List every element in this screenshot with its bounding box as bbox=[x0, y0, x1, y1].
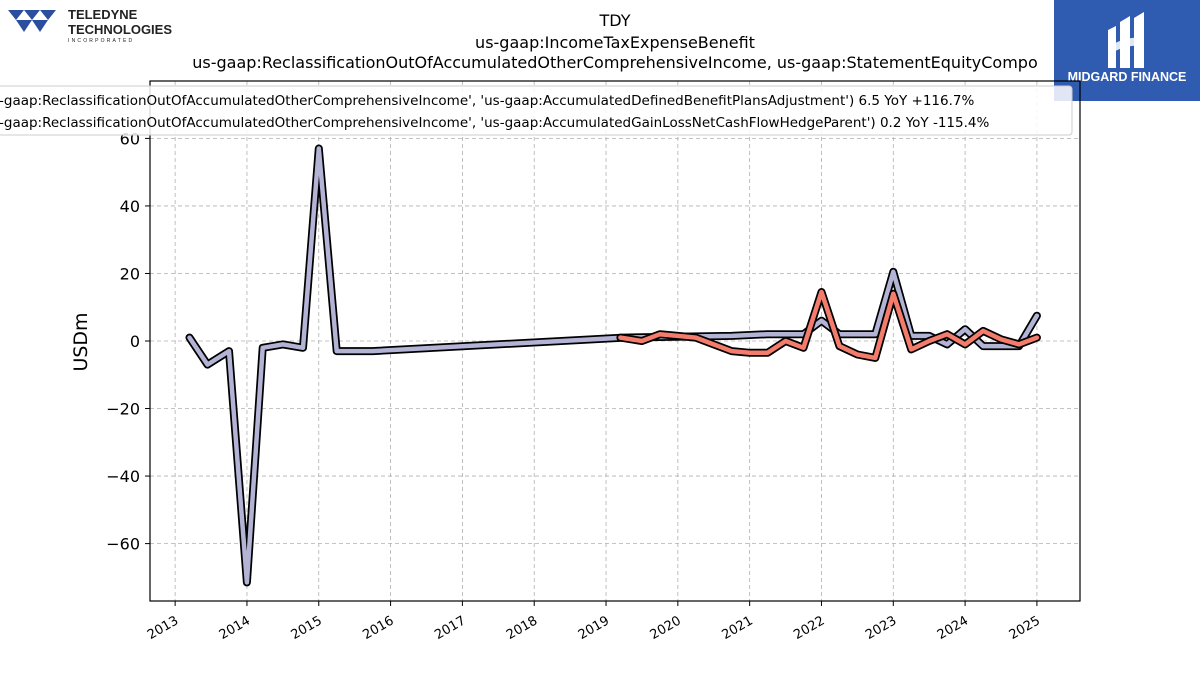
legend: -gaap:ReclassificationOutOfAccumulatedOt… bbox=[0, 85, 1073, 136]
teledyne-logo: TELEDYNE TECHNOLOGIES INCORPORATED bbox=[8, 7, 172, 44]
y-tick-label: −60 bbox=[106, 535, 140, 554]
y-axis-label: USDm bbox=[70, 312, 92, 371]
y-tick-label: −20 bbox=[106, 400, 140, 419]
midgard-mark-icon: MIDGARD FINANCE bbox=[1068, 12, 1187, 84]
x-tick-label: 2025 bbox=[1007, 613, 1043, 643]
series-2-line bbox=[618, 289, 1040, 361]
x-tick-label: 2021 bbox=[719, 613, 755, 643]
legend-box bbox=[0, 85, 1073, 136]
y-tick-label: 20 bbox=[120, 264, 140, 283]
legend-entry-1: -gaap:ReclassificationOutOfAccumulatedOt… bbox=[0, 93, 974, 109]
x-tick-label: 2015 bbox=[289, 613, 325, 643]
y-tick-label: −40 bbox=[106, 467, 140, 486]
series-lines bbox=[185, 144, 1041, 587]
series-1-outline bbox=[185, 144, 1041, 587]
teledyne-line2: TECHNOLOGIES bbox=[68, 22, 172, 37]
legend-entry-2: -gaap:ReclassificationOutOfAccumulatedOt… bbox=[0, 115, 989, 131]
chart-title-components: us-gaap:ReclassificationOutOfAccumulated… bbox=[192, 53, 1038, 72]
y-tick-label: 0 bbox=[130, 332, 140, 351]
x-tick-label: 2014 bbox=[217, 613, 253, 643]
chart-title-ticker: TDY bbox=[599, 11, 631, 30]
x-tick-label: 2023 bbox=[863, 613, 899, 643]
midgard-logo-text: MIDGARD FINANCE bbox=[1068, 70, 1187, 84]
x-tick-label: 2016 bbox=[360, 613, 396, 643]
y-tick-label: 40 bbox=[120, 197, 140, 216]
teledyne-line1: TELEDYNE bbox=[68, 7, 138, 22]
x-tick-label: 2013 bbox=[145, 613, 181, 643]
x-tick-label: 2018 bbox=[504, 613, 540, 643]
midgard-finance-logo: MIDGARD FINANCE bbox=[1054, 0, 1200, 101]
series-1-line bbox=[187, 146, 1040, 585]
x-tick-label: 2019 bbox=[576, 613, 612, 643]
series-2-outline bbox=[616, 288, 1041, 362]
teledyne-line3: INCORPORATED bbox=[68, 38, 134, 44]
x-tick-label: 2017 bbox=[432, 613, 468, 643]
chart-title-metric: us-gaap:IncomeTaxExpenseBenefit bbox=[475, 33, 755, 52]
teledyne-mark-icon bbox=[8, 10, 56, 32]
x-tick-label: 2022 bbox=[791, 613, 827, 643]
x-tick-label: 2020 bbox=[648, 613, 684, 643]
x-tick-label: 2024 bbox=[935, 613, 971, 643]
